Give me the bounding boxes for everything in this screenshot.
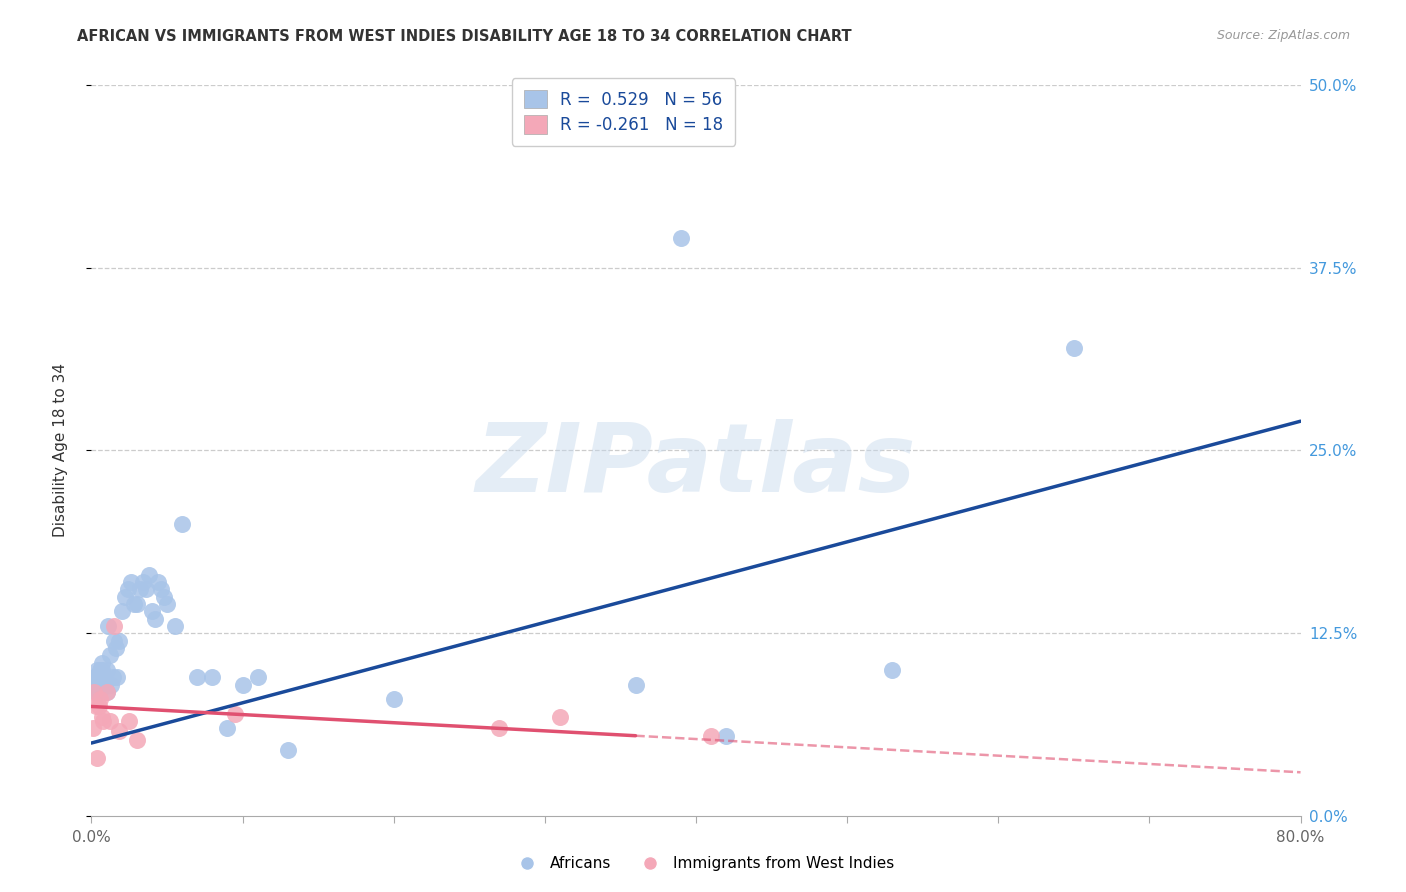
Point — [97, 619, 120, 633]
Point — [669, 231, 692, 245]
Point — [714, 729, 737, 743]
Point — [382, 692, 405, 706]
Point — [87, 685, 110, 699]
Point — [186, 670, 208, 684]
Point — [163, 619, 186, 633]
Point — [224, 706, 246, 721]
Point — [93, 714, 115, 728]
Point — [114, 590, 136, 604]
Point — [135, 582, 157, 597]
Point — [82, 722, 104, 736]
Point — [103, 633, 125, 648]
Point — [89, 692, 111, 706]
Point — [89, 677, 111, 691]
Point — [96, 685, 118, 699]
Point — [128, 582, 150, 597]
Point — [100, 677, 122, 691]
Point — [94, 677, 117, 691]
Point — [82, 677, 104, 691]
Point — [246, 670, 269, 684]
Point — [201, 670, 224, 684]
Point — [138, 567, 160, 582]
Point — [83, 670, 105, 684]
Point — [146, 575, 169, 590]
Y-axis label: Disability Age 18 to 34: Disability Age 18 to 34 — [53, 363, 67, 538]
Point — [91, 656, 114, 670]
Point — [172, 516, 194, 531]
Point — [96, 663, 118, 677]
Point — [149, 582, 172, 597]
Point — [120, 575, 142, 590]
Point — [83, 685, 105, 699]
Point — [700, 729, 723, 743]
Point — [91, 663, 114, 677]
Point — [104, 640, 127, 655]
Point — [141, 604, 163, 618]
Point — [101, 670, 124, 684]
Point — [91, 709, 114, 723]
Point — [84, 699, 107, 714]
Point — [98, 648, 121, 663]
Legend: R =  0.529   N = 56, R = -0.261   N = 18: R = 0.529 N = 56, R = -0.261 N = 18 — [512, 78, 735, 145]
Point — [488, 722, 510, 736]
Point — [1063, 341, 1085, 355]
Point — [86, 663, 108, 677]
Point — [125, 597, 148, 611]
Point — [118, 714, 141, 728]
Point — [93, 670, 115, 684]
Point — [122, 597, 145, 611]
Point — [84, 670, 107, 684]
Point — [83, 677, 105, 691]
Text: Source: ZipAtlas.com: Source: ZipAtlas.com — [1216, 29, 1350, 42]
Point — [132, 575, 155, 590]
Point — [111, 604, 132, 618]
Point — [96, 685, 118, 699]
Point — [231, 677, 253, 691]
Point — [107, 724, 129, 739]
Point — [117, 582, 139, 597]
Text: ZIPatlas: ZIPatlas — [475, 418, 917, 512]
Point — [86, 677, 108, 691]
Point — [143, 612, 166, 626]
Text: AFRICAN VS IMMIGRANTS FROM WEST INDIES DISABILITY AGE 18 TO 34 CORRELATION CHART: AFRICAN VS IMMIGRANTS FROM WEST INDIES D… — [77, 29, 852, 44]
Point — [217, 722, 239, 736]
Point — [548, 709, 571, 723]
Legend: Africans, Immigrants from West Indies: Africans, Immigrants from West Indies — [506, 850, 900, 877]
Point — [103, 619, 125, 633]
Point — [107, 633, 129, 648]
Point — [89, 663, 111, 677]
Point — [156, 597, 179, 611]
Point — [277, 743, 299, 757]
Point — [87, 699, 110, 714]
Point — [98, 714, 121, 728]
Point — [84, 685, 107, 699]
Point — [93, 681, 115, 695]
Point — [105, 670, 128, 684]
Point — [87, 670, 110, 684]
Point — [624, 677, 647, 691]
Point — [86, 750, 108, 764]
Point — [153, 590, 176, 604]
Point — [125, 733, 148, 747]
Point — [882, 663, 904, 677]
